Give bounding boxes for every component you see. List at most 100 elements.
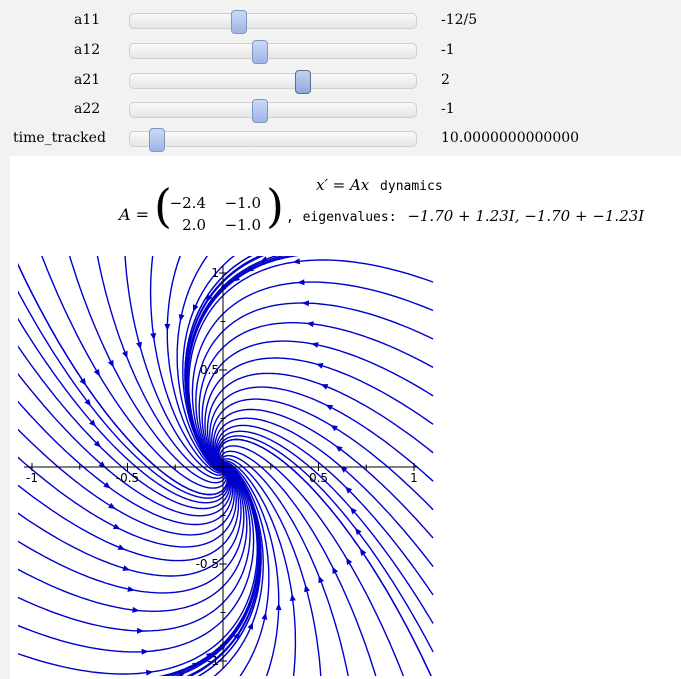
slider-thumb-a21[interactable]: [295, 70, 312, 94]
trajectory-arrow: [359, 548, 367, 556]
trajectory-arrow: [233, 632, 240, 640]
equation-word: dynamics: [380, 179, 443, 194]
trajectory-line: [184, 256, 253, 471]
trajectory-arrow: [103, 482, 111, 489]
trajectory-arrow: [355, 527, 362, 536]
matrix-right-paren: ): [266, 179, 284, 233]
trajectory-arrow: [127, 586, 135, 592]
slider-time-tracked[interactable]: [129, 128, 417, 152]
slider-value-a22: -1: [441, 101, 455, 117]
trajectory-arrow: [122, 350, 128, 359]
trajectory-arrow: [79, 378, 87, 386]
eigen-values: −1.70 + 1.23I, −1.70 + −1.23I: [407, 207, 645, 225]
equation-title: x′ = Ax dynamics: [316, 176, 443, 194]
trajectory-arrow: [306, 321, 314, 328]
trajectory-arrow: [301, 300, 309, 307]
y-tick-label: 1: [211, 266, 219, 280]
slider-thumb-a12[interactable]: [252, 40, 269, 64]
trajectory-arrow: [260, 256, 268, 262]
slider-value-a11: -12/5: [441, 12, 478, 28]
trajectory-arrow: [304, 584, 310, 593]
trajectory-line: [195, 302, 434, 470]
trajectories: [18, 256, 434, 676]
trajectory-arrow: [247, 622, 253, 630]
eigen-word: eigenvalues:: [302, 210, 397, 225]
trajectory-arrow: [246, 265, 254, 272]
slider-a21[interactable]: [129, 70, 417, 94]
trajectory-arrow: [346, 557, 353, 565]
trajectory-arrow: [311, 342, 319, 348]
trajectory-arrow: [84, 398, 91, 407]
x-tick-label: -1: [26, 471, 38, 485]
matrix-cell-12: −1.0: [224, 194, 261, 212]
trajectory-arrow: [141, 648, 149, 655]
matrix-left-paren: (: [154, 179, 172, 233]
slider-row-a12: a12 -1: [0, 37, 681, 67]
slider-label-a21: a21: [74, 72, 101, 88]
slider-row-time-tracked: time_tracked 10.0000000000000: [0, 125, 681, 155]
trajectory-arrow: [205, 652, 214, 659]
trajectory-arrow: [332, 566, 339, 575]
trajectory-arrow: [136, 341, 142, 350]
matrix-cell-22: −1.0: [224, 216, 261, 234]
output-panel: x′ = Ax dynamics A = ( −2.4 −1.0 2.0 −1.…: [10, 156, 681, 679]
phase-portrait-plot: -1 -0.5 0.5 1 1 0.5 -0.5 -1: [18, 256, 434, 676]
trajectory-arrow: [117, 544, 126, 550]
slider-a11[interactable]: [129, 10, 417, 34]
trajectory-arrow: [107, 359, 114, 368]
trajectory-arrow: [178, 314, 185, 322]
trajectory-arrow: [145, 669, 154, 676]
y-tick-label: 0.5: [200, 363, 219, 377]
trajectory-arrow: [318, 575, 324, 584]
trajectory-arrow: [193, 304, 199, 312]
trajectory-line: [201, 340, 434, 470]
matrix-cell-11: −2.4: [169, 194, 206, 212]
trajectory-arrow: [350, 507, 357, 515]
axes: -1 -0.5 0.5 1 1 0.5 -0.5 -1: [24, 265, 418, 669]
trajectory-arrow: [292, 258, 301, 265]
slider-controls: a11 -12/5 a12 -1 a21 2 a22 -1 time_track…: [0, 0, 681, 155]
trajectory-arrow: [150, 332, 157, 341]
slider-label-time-tracked: time_tracked: [13, 130, 106, 146]
slider-row-a11: a11 -12/5: [0, 7, 681, 37]
x-tick-label: -0.5: [116, 471, 139, 485]
y-tick-label: -1: [207, 654, 219, 668]
eigen-comma: ,: [286, 210, 294, 225]
trajectory-arrow: [122, 565, 131, 571]
slider-value-a12: -1: [441, 42, 455, 58]
trajectory-arrow: [325, 404, 334, 411]
x-tick-label: 0.5: [309, 471, 328, 485]
slider-row-a21: a21 2: [0, 67, 681, 97]
trajectory-arrow: [93, 440, 101, 448]
trajectory-arrow: [330, 425, 338, 432]
trajectory-arrow: [137, 627, 145, 634]
slider-thumb-time-tracked[interactable]: [149, 128, 166, 152]
matrix-A: ( −2.4 −1.0 2.0 −1.0 ): [154, 179, 284, 241]
matrix-label: A =: [119, 205, 150, 224]
trajectory-arrow: [289, 593, 296, 602]
slider-thumb-a22[interactable]: [252, 99, 269, 123]
trajectory-arrow: [275, 603, 282, 611]
trajectory-arrow: [93, 369, 100, 377]
trajectory-arrow: [112, 523, 121, 530]
trajectory-arrow: [315, 363, 324, 369]
trajectory-arrow: [261, 612, 268, 620]
slider-a22[interactable]: [129, 99, 417, 123]
matrix-cell-21: 2.0: [182, 216, 206, 234]
slider-thumb-a11[interactable]: [230, 10, 247, 34]
trajectory-arrow: [98, 461, 106, 469]
slider-value-time-tracked: 10.0000000000000: [441, 130, 580, 146]
slider-label-a11: a11: [74, 12, 101, 28]
trajectory-arrow: [340, 465, 348, 473]
trajectory-arrow: [132, 606, 140, 613]
trajectory-arrow: [164, 323, 171, 331]
trajectory-arrow: [108, 502, 116, 509]
trajectory-arrow: [297, 279, 305, 286]
slider-row-a22: a22 -1: [0, 96, 681, 126]
slider-value-a21: 2: [441, 72, 450, 88]
trajectory-line: [188, 259, 434, 471]
slider-a12[interactable]: [129, 40, 417, 64]
eigen-line: , eigenvalues: −1.70 + 1.23I, −1.70 + −1…: [286, 207, 644, 225]
trajectory-arrow: [320, 384, 329, 390]
y-tick-label: -0.5: [196, 557, 219, 571]
